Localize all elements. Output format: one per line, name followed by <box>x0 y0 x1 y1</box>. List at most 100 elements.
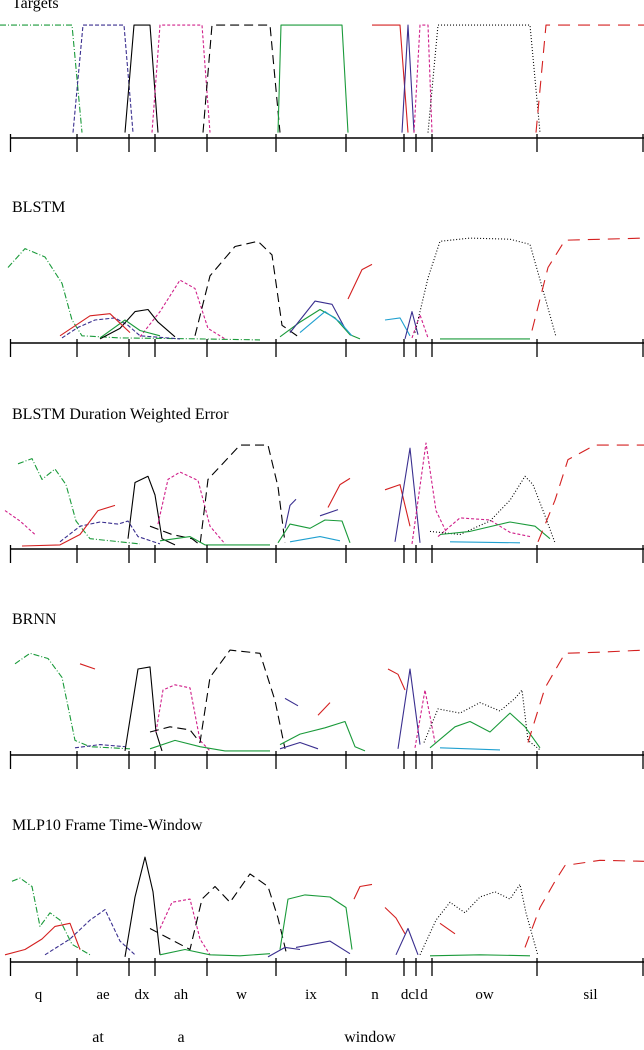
series-line <box>387 668 406 691</box>
series-line <box>429 712 541 749</box>
phone-label: sil <box>583 987 597 1003</box>
series-line <box>202 24 281 133</box>
series-line <box>413 24 433 133</box>
series-line <box>289 300 346 333</box>
series-line <box>295 940 351 955</box>
series-line <box>17 458 141 545</box>
series-line <box>124 666 163 752</box>
panel-1: Targets <box>0 0 644 152</box>
series-line <box>14 652 131 750</box>
series-line <box>139 279 226 340</box>
series-line <box>72 24 134 133</box>
series-line <box>404 311 419 340</box>
series-line <box>372 24 409 133</box>
series-line <box>535 24 644 133</box>
phone-label: ah <box>174 987 189 1003</box>
series-line <box>401 24 415 133</box>
phone-label: ow <box>475 987 494 1003</box>
series-line <box>394 447 421 543</box>
series-line <box>414 237 557 337</box>
panel-title: MLP10 Frame Time-Window <box>12 817 203 834</box>
series-line <box>319 509 339 517</box>
series-line <box>279 720 366 752</box>
series-line <box>411 314 429 339</box>
series-line <box>439 747 501 751</box>
series-line <box>74 744 126 749</box>
series-line <box>149 444 286 546</box>
series-line <box>149 873 287 952</box>
series-line <box>21 504 116 547</box>
series-line <box>159 898 211 956</box>
series-line <box>327 477 351 508</box>
series-line <box>299 311 353 337</box>
word-label: a <box>177 1029 184 1046</box>
series-line <box>353 883 373 900</box>
series-line <box>279 894 353 950</box>
panel-5: MLP10 Frame Time-Window <box>4 817 644 976</box>
panel-4: BRNN <box>9 611 644 769</box>
series-line <box>277 519 351 544</box>
series-line <box>159 948 271 957</box>
series-line <box>4 510 36 535</box>
series-line <box>127 475 176 546</box>
panel-title: BRNN <box>12 611 57 628</box>
series-line <box>537 444 644 543</box>
panel-2: BLSTM <box>7 199 644 357</box>
series-line <box>99 308 176 340</box>
panel-title: Targets <box>12 0 59 12</box>
series-line <box>397 668 421 749</box>
word-label: at <box>92 1029 104 1046</box>
series-line <box>44 909 136 956</box>
word-label: window <box>344 1029 396 1046</box>
panel-title: BLSTM Duration Weighted Error <box>12 406 229 423</box>
series-line <box>284 697 299 707</box>
series-line <box>284 498 297 529</box>
series-line <box>279 308 361 340</box>
series-line <box>59 313 131 337</box>
phone-label: d <box>420 987 428 1003</box>
phone-label: n <box>371 987 379 1003</box>
series-line <box>157 471 226 545</box>
series-line <box>395 927 419 956</box>
series-line <box>194 240 301 339</box>
series-line <box>317 702 331 716</box>
series-line <box>267 946 301 958</box>
series-line <box>384 484 411 527</box>
phone-label: w <box>236 987 247 1003</box>
phone-label: ix <box>305 987 317 1003</box>
series-line <box>439 922 456 935</box>
panel-title: BLSTM <box>12 199 65 216</box>
series-line <box>411 442 447 544</box>
series-line <box>11 877 91 956</box>
series-line <box>124 24 159 133</box>
series-line <box>289 536 341 543</box>
series-line <box>439 521 551 540</box>
series-line <box>149 649 286 749</box>
series-line <box>124 856 161 957</box>
series-line <box>527 649 644 743</box>
series-line <box>149 739 270 752</box>
series-line <box>384 317 411 337</box>
phone-label: ae <box>96 987 110 1003</box>
series-line <box>0 24 83 133</box>
phone-label: dcl <box>401 987 419 1003</box>
series-line <box>151 24 211 133</box>
series-line <box>99 319 161 339</box>
series-line <box>531 237 644 331</box>
series-line <box>277 24 349 133</box>
series-line <box>59 520 161 545</box>
series-line <box>79 663 96 670</box>
panel-3: BLSTM Duration Weighted Error <box>4 406 644 563</box>
phone-label: q <box>35 987 43 1003</box>
phone-label: dx <box>135 987 151 1003</box>
series-line <box>429 475 556 543</box>
series-line <box>427 24 541 133</box>
series-line <box>4 922 81 956</box>
series-line <box>159 536 270 546</box>
series-line <box>449 541 521 544</box>
series-line <box>419 883 539 956</box>
series-line <box>429 954 531 957</box>
series-line <box>61 317 181 340</box>
series-line <box>524 859 644 948</box>
